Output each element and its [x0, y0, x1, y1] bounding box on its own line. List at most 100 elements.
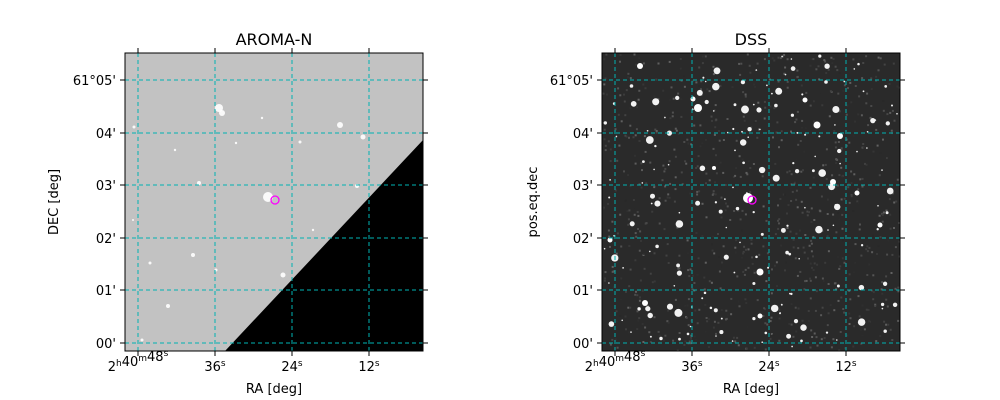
star: [892, 302, 898, 308]
star: [786, 333, 792, 339]
noise-speck: [710, 115, 713, 118]
noise-speck: [813, 262, 816, 265]
noise-speck: [812, 58, 815, 61]
dss-xlabel: RA [deg]: [723, 382, 779, 397]
noise-speck: [871, 289, 873, 292]
noise-speck: [870, 105, 873, 107]
noise-speck: [872, 234, 875, 237]
noise-speck: [705, 172, 708, 175]
noise-speck: [677, 132, 680, 135]
noise-speck: [703, 276, 706, 279]
noise-speck: [704, 303, 707, 306]
bright-star: [837, 133, 843, 139]
noise-speck: [609, 343, 612, 346]
noise-speck: [708, 346, 710, 349]
noise-speck: [877, 244, 880, 247]
noise-speck: [685, 162, 688, 165]
noise-speck: [846, 138, 849, 141]
noise-speck: [793, 181, 796, 184]
noise-speck: [756, 136, 759, 139]
noise-speck: [658, 197, 661, 200]
noise-speck: [718, 130, 721, 132]
noise-speck: [777, 227, 780, 230]
noise-speck: [715, 154, 717, 157]
noise-speck: [678, 267, 681, 270]
noise-speck: [815, 336, 818, 339]
noise-speck: [740, 62, 743, 65]
noise-speck: [652, 131, 655, 134]
noise-speck: [766, 323, 769, 326]
aroma-ticks: 2h40m48s 36s 24s 12s 61°05' 04' 03' 02' 01' 00': [73, 48, 428, 375]
noise-speck: [854, 243, 857, 246]
noise-speck: [763, 100, 766, 103]
star: [608, 321, 615, 327]
noise-speck: [890, 272, 893, 274]
noise-speck: [834, 146, 837, 149]
noise-speck: [846, 334, 849, 337]
noise-speck: [756, 299, 759, 302]
noise-speck: [636, 106, 639, 109]
noise-speck: [887, 239, 890, 242]
noise-speck: [865, 163, 868, 166]
noise-speck: [877, 56, 880, 59]
noise-speck: [824, 60, 827, 63]
noise-speck: [697, 257, 700, 260]
noise-speck: [855, 57, 858, 60]
noise-speck: [720, 265, 723, 268]
noise-speck: [877, 69, 880, 72]
noise-speck: [826, 198, 829, 201]
noise-speck: [789, 230, 792, 233]
noise-speck: [821, 306, 824, 309]
noise-speck: [628, 69, 630, 72]
noise-speck: [667, 321, 670, 324]
star: [621, 319, 623, 322]
noise-speck: [673, 200, 676, 203]
noise-speck: [865, 55, 868, 58]
y-tick-label: 04': [573, 127, 593, 142]
star: [280, 272, 286, 278]
noise-speck: [884, 157, 887, 160]
noise-speck: [826, 213, 829, 215]
noise-speck: [643, 135, 646, 138]
panel-aroma-n: 2h40m48s 36s 24s 12s 61°05' 04' 03' 02' 01' 00' A…: [47, 30, 428, 397]
aroma-grid: [125, 53, 423, 351]
noise-speck: [604, 271, 607, 274]
star: [650, 193, 655, 199]
noise-speck: [753, 346, 756, 349]
noise-speck: [834, 282, 837, 285]
star: [793, 319, 799, 324]
noise-speck: [836, 184, 839, 187]
noise-speck: [849, 317, 852, 320]
aroma-no-coverage-region: [225, 140, 423, 351]
star: [719, 330, 724, 335]
star: [756, 107, 762, 113]
noise-speck: [643, 267, 646, 270]
noise-speck: [840, 198, 843, 201]
noise-speck: [889, 111, 892, 114]
star: [132, 125, 136, 129]
noise-speck: [864, 162, 866, 165]
star: [603, 247, 606, 250]
star: [641, 182, 644, 184]
noise-speck: [809, 346, 812, 349]
panel-dss: 2h40m48s 36s 24s 12s 61°05' 04' 03' 02' 01' 00' D…: [526, 30, 905, 397]
noise-speck: [823, 59, 826, 62]
star: [646, 129, 649, 132]
noise-speck: [796, 110, 799, 113]
noise-speck: [870, 77, 873, 80]
noise-speck: [862, 143, 865, 145]
noise-speck: [836, 69, 839, 72]
noise-speck: [749, 71, 752, 74]
noise-speck: [860, 342, 863, 345]
star: [740, 79, 746, 85]
star: [650, 202, 653, 205]
noise-speck: [741, 158, 744, 161]
noise-speck: [705, 317, 708, 319]
noise-speck: [769, 337, 772, 340]
noise-speck: [798, 229, 801, 232]
noise-speck: [891, 109, 894, 112]
noise-speck: [602, 56, 605, 59]
noise-speck: [796, 69, 799, 72]
noise-speck: [837, 141, 840, 143]
noise-speck: [854, 85, 857, 87]
